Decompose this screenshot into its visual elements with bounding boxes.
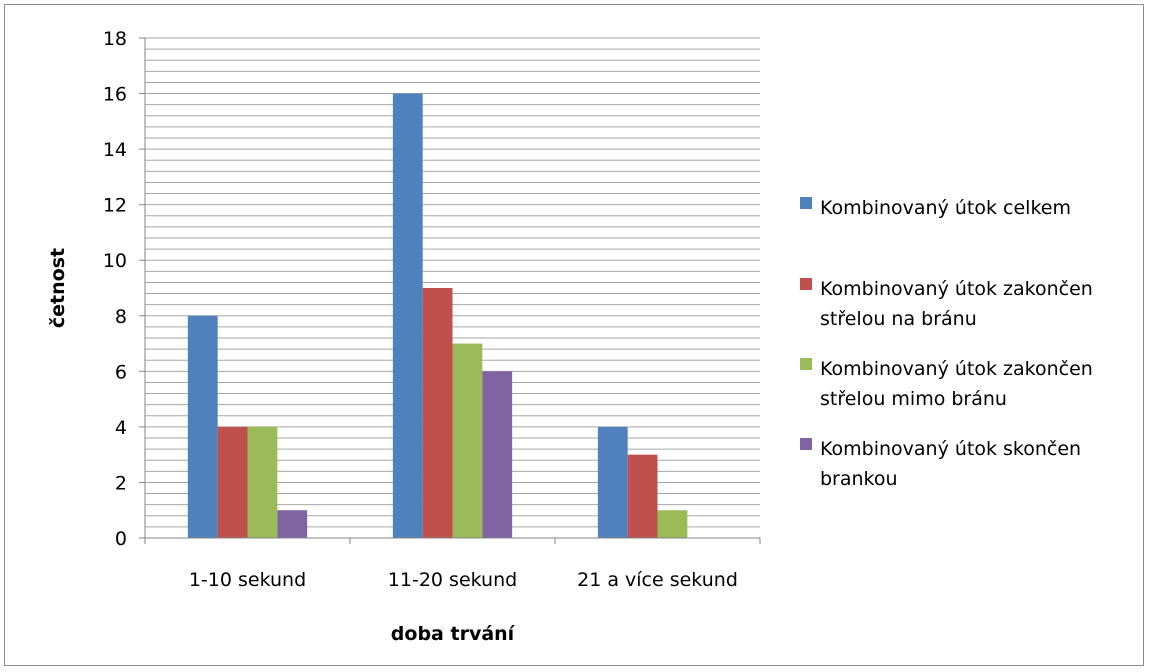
bar: [482, 371, 513, 538]
y-tick-label: 10: [103, 250, 127, 272]
bar: [392, 93, 423, 539]
y-tick-label: 6: [115, 361, 127, 383]
y-tick-label: 18: [103, 28, 127, 50]
legend-label: střelou mimo bránu: [820, 388, 1007, 410]
legend-swatch: [800, 358, 812, 370]
y-tick-label: 12: [103, 195, 127, 217]
y-tick-label: 14: [103, 139, 127, 161]
bar: [277, 510, 308, 538]
legend-swatch: [800, 438, 812, 450]
legend-swatch: [800, 278, 812, 290]
bar: [657, 510, 688, 538]
x-tick-label: 11-20 sekund: [388, 569, 517, 591]
legend-label: Kombinovaný útok zakončen: [820, 278, 1093, 300]
bar: [217, 426, 248, 538]
bar: [422, 288, 453, 538]
bars: [187, 93, 688, 539]
x-axis-title: doba trvání: [391, 623, 516, 645]
y-tick-label: 16: [103, 84, 127, 106]
bar: [247, 426, 278, 538]
axes: [139, 37, 761, 544]
y-tick-label: 2: [115, 472, 127, 494]
legend-swatch: [800, 197, 812, 209]
y-tick-label: 8: [115, 306, 127, 328]
y-tick-labels: 0 2 4 6 8 10 12 14 16 18: [103, 28, 127, 550]
legend-label: brankou: [820, 468, 898, 490]
x-tick-label: 1-10 sekund: [189, 569, 306, 591]
bar: [452, 343, 483, 538]
bar: [187, 315, 218, 538]
legend-label: střelou na bránu: [820, 308, 977, 330]
y-tick-label: 4: [115, 417, 127, 439]
y-axis-title: četnost: [47, 248, 69, 328]
bar: [627, 454, 658, 538]
x-tick-labels: 1-10 sekund 11-20 sekund 21 a více sekund: [189, 569, 738, 591]
y-tick-label: 0: [115, 528, 127, 550]
legend-label: Kombinovaný útok celkem: [820, 197, 1071, 219]
legend: Kombinovaný útok celkem Kombinovaný útok …: [800, 197, 1093, 490]
x-tick-label: 21 a více sekund: [577, 569, 738, 591]
legend-label: Kombinovaný útok zakončen: [820, 358, 1093, 380]
legend-label: Kombinovaný útok skončen: [820, 438, 1081, 460]
bar: [597, 426, 628, 538]
